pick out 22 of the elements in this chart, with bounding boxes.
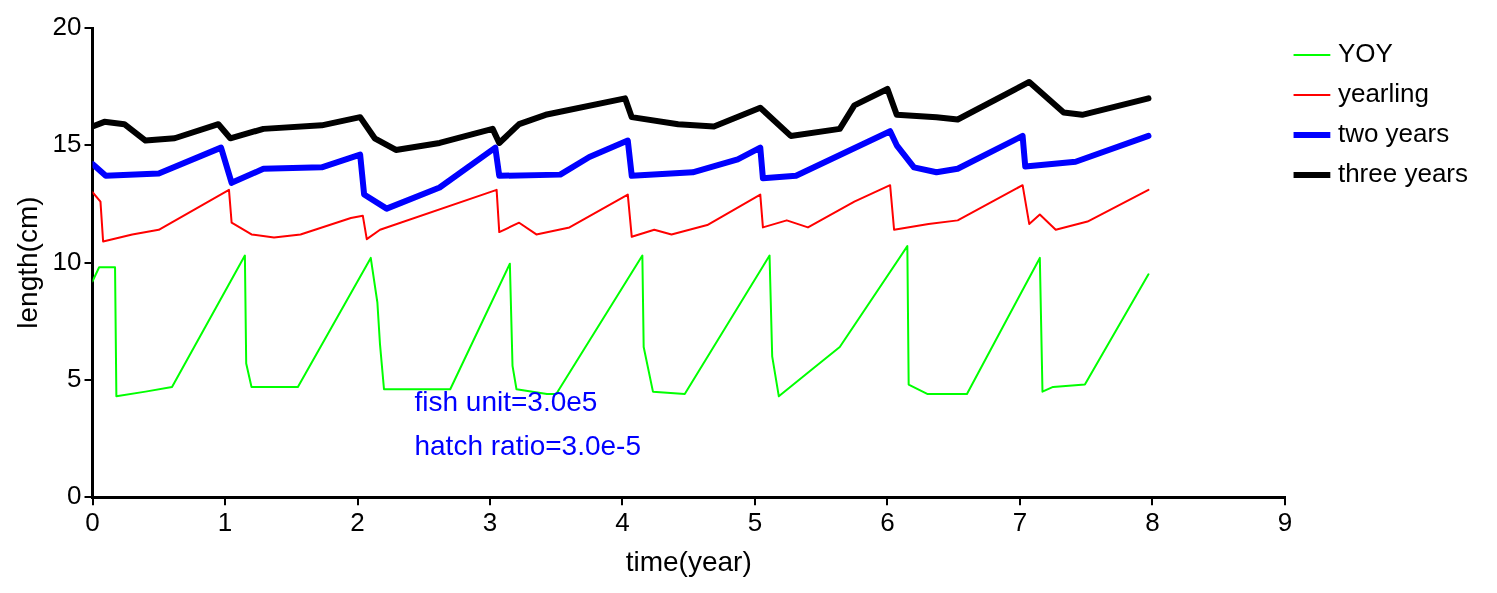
legend-label: two years [1337, 118, 1450, 149]
x-tick-label: 2 [350, 506, 365, 537]
x-axis-title: time(year) [625, 545, 752, 577]
x-tick-label: 5 [747, 506, 763, 537]
y-tick-label: 0 [67, 480, 82, 511]
x-tick-label: 6 [880, 506, 895, 537]
x-tick-label: 3 [482, 506, 498, 537]
x-tick-label: 9 [1277, 506, 1293, 537]
annotation: fish unit=3.0e5 [414, 386, 598, 418]
x-tick-label: 1 [217, 506, 233, 537]
legend-label: YOY [1337, 38, 1393, 69]
y-tick-label: 10 [52, 245, 82, 276]
legend-label: three years [1337, 158, 1469, 189]
y-axis-title: length(cm) [11, 196, 43, 329]
annotation: hatch ratio=3.0e-5 [414, 430, 641, 462]
y-tick-label: 15 [52, 128, 82, 159]
y-tick-label: 20 [52, 11, 82, 42]
y-tick-label: 5 [67, 363, 82, 394]
x-tick-label: 8 [1145, 506, 1160, 537]
x-tick-label: 7 [1012, 506, 1028, 537]
legend-label: yearling [1337, 78, 1429, 109]
x-tick-label: 4 [615, 506, 630, 537]
